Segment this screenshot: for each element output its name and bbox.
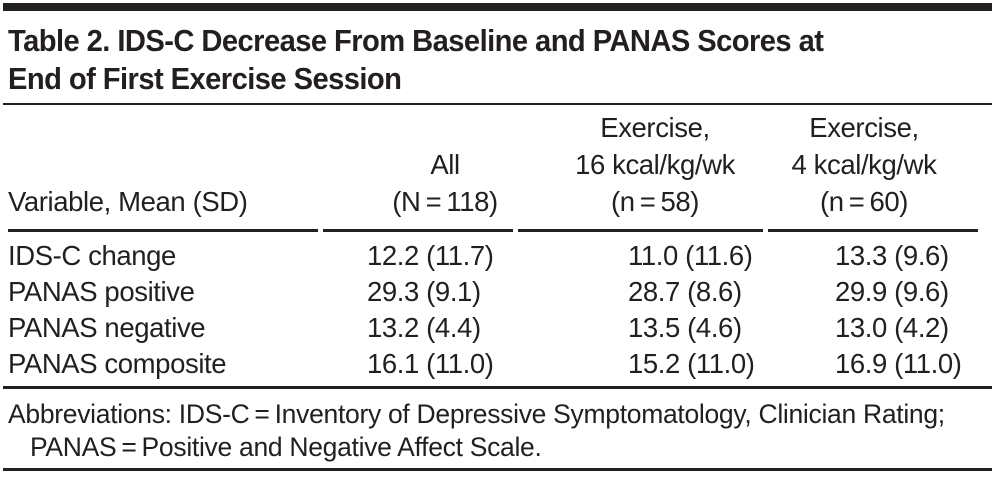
table-title-line-1: Table 2. IDS-C Decrease From Baseline an… [8,23,824,58]
column-header-exercise-4-line-3: (n = 60) [819,186,909,217]
row-label: PANAS positive [8,276,195,307]
column-header-exercise-16-line-2: 16 kcal/kg/wk [575,149,735,180]
cell-exercise-16: 11.0 (11.6) [628,240,753,271]
row-label: IDS-C change [8,240,176,271]
bottom-rule [3,468,992,471]
column-header-variable-label: Variable, Mean (SD) [8,186,248,217]
cell-exercise-4: 13.0 (4.2) [835,312,949,343]
abbreviations-footnote: Abbreviations: IDS-C = Inventory of Depr… [8,399,945,462]
cell-all: 12.2 (11.7) [367,240,494,271]
row-label: PANAS composite [8,348,227,379]
row-label: PANAS negative [8,312,206,343]
table-header: Variable, Mean (SD) All (N = 118) Exerci… [8,105,978,232]
table-title: Table 2. IDS-C Decrease From Baseline an… [8,22,988,98]
column-header-exercise-16-line-3: (n = 58) [610,186,700,217]
data-table: Variable, Mean (SD) All (N = 118) Exerci… [3,105,983,382]
table-row-panas-positive: PANAS positive 29.3 (9.1) 28.7 (8.6) 29.… [8,274,978,310]
column-header-exercise-16: Exercise, 16 kcal/kg/wk (n = 58) [518,105,763,232]
cell-exercise-4: 16.9 (11.0) [835,348,962,379]
cell-all: 13.2 (4.4) [367,312,481,343]
cell-all: 29.3 (9.1) [367,276,481,307]
cell-all: 16.1 (11.0) [367,348,494,379]
column-header-exercise-4-line-2: 4 kcal/kg/wk [791,149,937,180]
body-rule [3,386,992,389]
column-header-exercise-4: Exercise, 4 kcal/kg/wk (n = 60) [768,105,978,232]
table-body: IDS-C change 12.2 (11.7) 11.0 (11.6) 13.… [8,232,978,382]
table-row-panas-negative: PANAS negative 13.2 (4.4) 13.5 (4.6) 13.… [8,310,978,346]
header-row: Variable, Mean (SD) All (N = 118) Exerci… [8,105,978,232]
column-header-all-line-2: (N = 118) [392,186,498,217]
cell-exercise-16: 28.7 (8.6) [628,276,742,307]
table-row-ids-c-change: IDS-C change 12.2 (11.7) 11.0 (11.6) 13.… [8,232,978,274]
top-rule [3,3,992,11]
table-row-panas-composite: PANAS composite 16.1 (11.0) 15.2 (11.0) … [8,346,978,382]
column-header-all-line-1: All [430,149,460,180]
title-rule [3,103,992,105]
cell-exercise-4: 13.3 (9.6) [835,240,949,271]
column-header-all: All (N = 118) [323,105,513,232]
cell-exercise-4: 29.9 (9.6) [835,276,949,307]
column-header-exercise-16-line-1: Exercise, [600,112,710,143]
cell-exercise-16: 13.5 (4.6) [628,312,742,343]
table-title-line-2: End of First Exercise Session [8,61,402,96]
cell-exercise-16: 15.2 (11.0) [628,348,755,379]
column-header-exercise-4-line-1: Exercise, [809,112,919,143]
column-header-variable: Variable, Mean (SD) [8,105,318,232]
